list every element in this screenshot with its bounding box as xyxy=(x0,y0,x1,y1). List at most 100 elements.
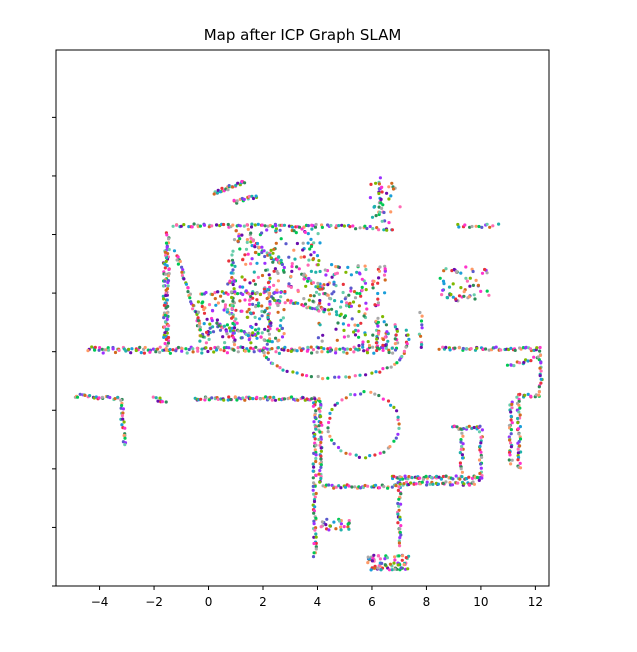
scatter-point xyxy=(337,484,341,488)
scatter-point xyxy=(213,291,217,295)
x-tick-label: −2 xyxy=(145,595,163,609)
scatter-point xyxy=(241,285,245,289)
scatter-point xyxy=(485,222,489,226)
scatter-point xyxy=(396,432,400,436)
scatter-point xyxy=(336,445,341,450)
scatter-point xyxy=(387,350,391,355)
scatter-point xyxy=(314,443,318,447)
scatter-point xyxy=(134,348,138,353)
scatter-point xyxy=(333,272,337,276)
scatter-point xyxy=(326,283,330,287)
scatter-point xyxy=(346,334,350,338)
scatter-point xyxy=(312,481,316,485)
scatter-point xyxy=(380,185,384,189)
scatter-point xyxy=(399,492,403,496)
scatter-point xyxy=(166,284,170,288)
scatter-point xyxy=(263,224,267,228)
scatter-point xyxy=(396,563,400,567)
scatter-point xyxy=(354,227,358,231)
scatter-point xyxy=(267,332,271,336)
scatter-point xyxy=(505,363,510,367)
scatter-point xyxy=(371,345,375,349)
scatter-point xyxy=(322,347,326,351)
scatter-point xyxy=(202,322,206,326)
scatter-point xyxy=(166,274,171,278)
scatter-point xyxy=(166,335,171,340)
scatter-point xyxy=(507,450,512,455)
scatter-point xyxy=(318,323,322,327)
scatter-point xyxy=(327,308,331,312)
scatter-point xyxy=(335,338,339,342)
scatter-point xyxy=(418,476,422,480)
scatter-point xyxy=(163,341,167,346)
scatter-point xyxy=(257,252,261,256)
scatter-point xyxy=(361,345,365,349)
scatter-point xyxy=(367,343,372,348)
scatter-point xyxy=(204,290,208,295)
scatter-point xyxy=(249,341,253,345)
scatter-point xyxy=(347,519,351,523)
scatter-point xyxy=(248,302,252,306)
scatter-point xyxy=(286,348,290,353)
scatter-point xyxy=(282,332,286,336)
scatter-point xyxy=(509,414,513,418)
scatter-point xyxy=(220,186,224,190)
scatter-point xyxy=(483,267,487,272)
scatter-point xyxy=(319,525,323,529)
scatter-point xyxy=(310,306,314,311)
scatter-point xyxy=(410,476,414,480)
scatter-point xyxy=(420,323,424,327)
scatter-point xyxy=(211,330,216,334)
scatter-point xyxy=(165,331,169,335)
scatter-point xyxy=(393,348,398,352)
scatter-point xyxy=(462,294,466,298)
scatter-point xyxy=(507,424,511,428)
scatter-points xyxy=(73,176,544,572)
scatter-point xyxy=(316,263,320,267)
scatter-point xyxy=(167,267,171,272)
scatter-point xyxy=(441,288,445,292)
scatter-point xyxy=(348,301,352,305)
scatter-point xyxy=(319,346,323,350)
scatter-point xyxy=(479,289,483,293)
scatter-point xyxy=(320,339,324,343)
scatter-point xyxy=(393,567,397,571)
scatter-point xyxy=(444,267,448,271)
scatter-point xyxy=(314,473,318,478)
scatter-point xyxy=(290,225,295,229)
scatter-point xyxy=(251,347,255,351)
scatter-point xyxy=(207,303,212,307)
scatter-point xyxy=(377,276,381,280)
scatter-point xyxy=(480,455,484,459)
scatter-point xyxy=(532,355,536,359)
scatter-point xyxy=(249,240,253,244)
scatter-point xyxy=(326,426,330,430)
scatter-point xyxy=(314,427,318,431)
scatter-point xyxy=(163,266,167,270)
scatter-point xyxy=(318,399,322,404)
scatter-point xyxy=(293,257,297,261)
scatter-point xyxy=(364,288,368,292)
scatter-point xyxy=(232,198,236,202)
scatter-point xyxy=(414,482,418,486)
scatter-point xyxy=(163,262,167,266)
scatter-point xyxy=(224,345,229,350)
scatter-point xyxy=(236,350,240,354)
scatter-point xyxy=(309,244,313,249)
scatter-point xyxy=(292,248,296,252)
scatter-point xyxy=(400,558,404,562)
scatter-point xyxy=(123,443,127,447)
scatter-point xyxy=(380,190,384,194)
scatter-point xyxy=(419,345,423,349)
scatter-point xyxy=(243,298,247,302)
scatter-point xyxy=(459,427,463,431)
scatter-point xyxy=(373,566,377,570)
scatter-point xyxy=(478,471,482,476)
scatter-point xyxy=(468,284,472,288)
scatter-point xyxy=(238,285,242,289)
scatter-point xyxy=(442,282,446,286)
scatter-point xyxy=(116,395,120,399)
scatter-point xyxy=(75,395,80,399)
scatter-point xyxy=(518,461,522,465)
scatter-point xyxy=(451,282,455,286)
